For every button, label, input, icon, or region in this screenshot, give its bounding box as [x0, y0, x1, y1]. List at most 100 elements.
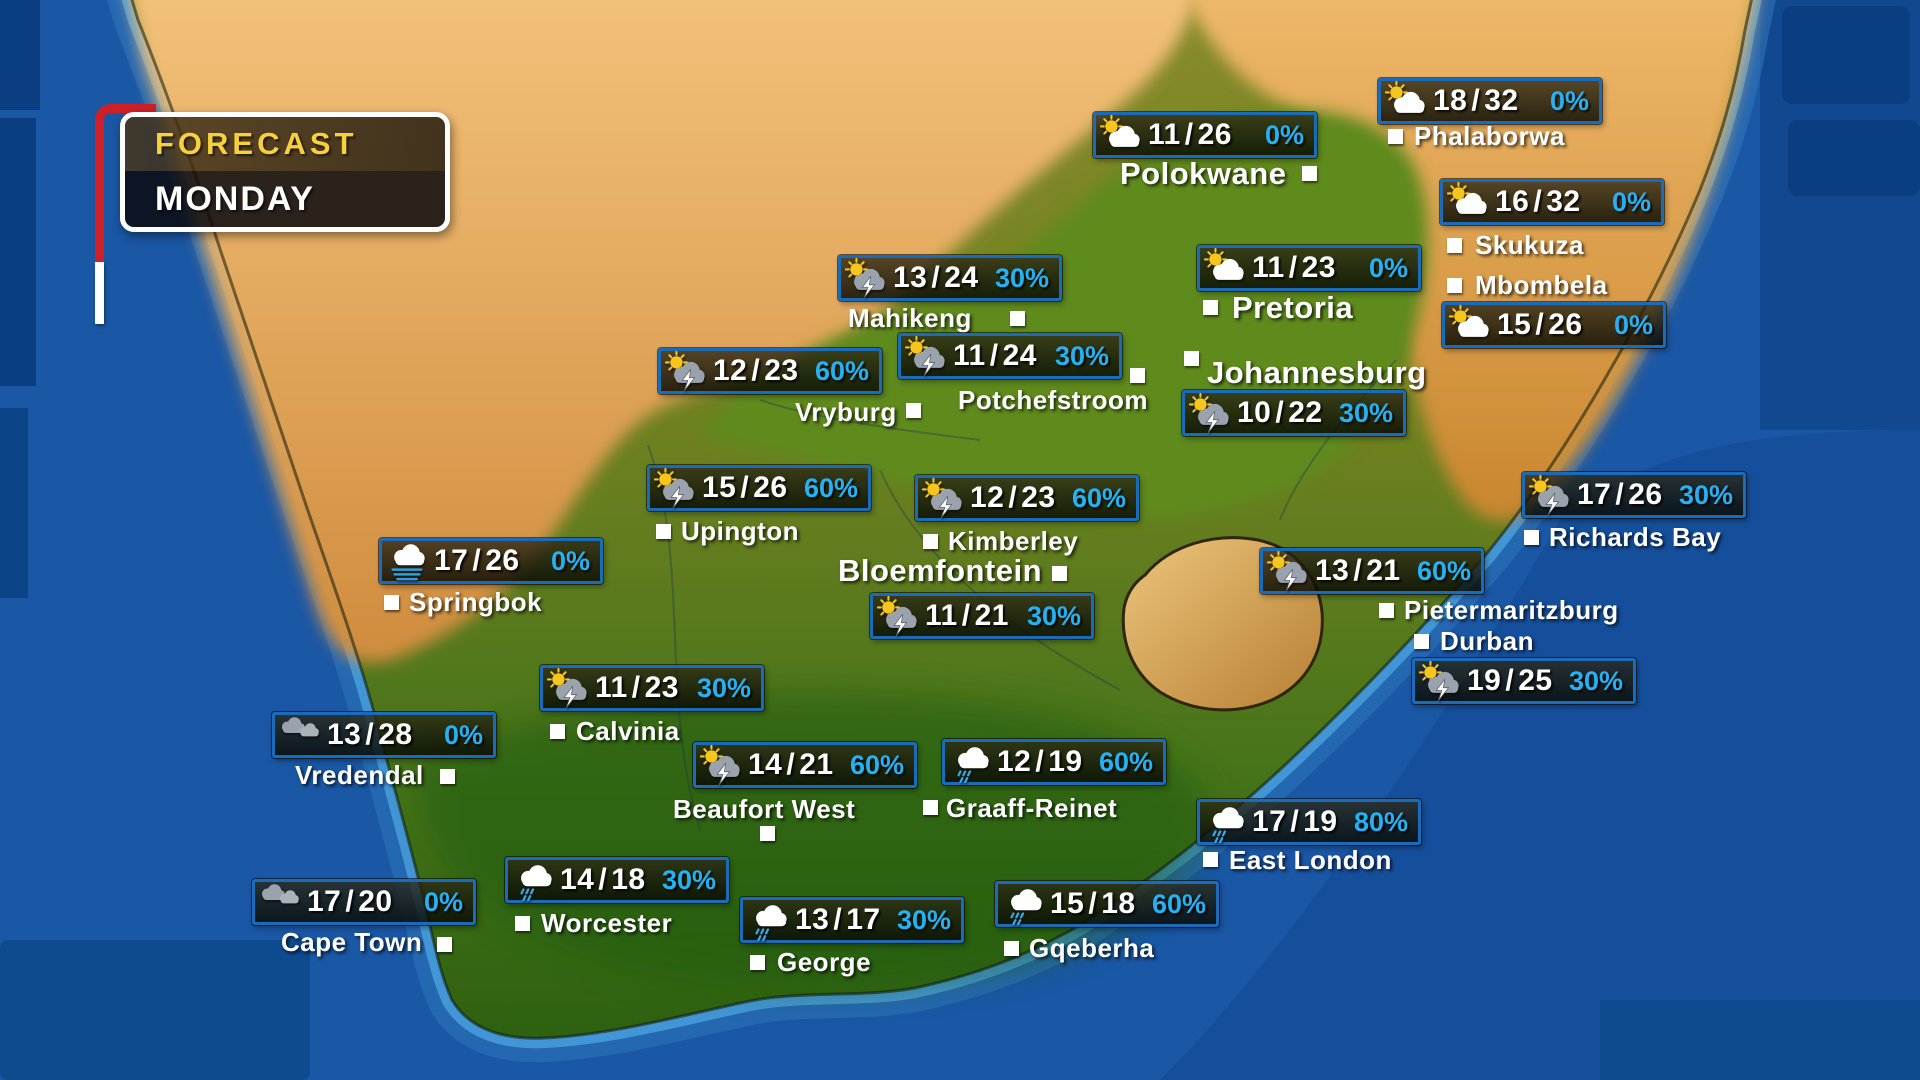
weather-badge: 11/23 30%: [540, 665, 764, 711]
city-marker: [656, 524, 671, 539]
weather-badge: 13/24 30%: [838, 255, 1062, 301]
precip-chance: 30%: [896, 904, 951, 935]
weather-badge: 14/18 30%: [505, 857, 729, 903]
precip-chance: 60%: [849, 749, 904, 780]
city-marker: [1203, 852, 1218, 867]
temp-range: 13/24: [893, 261, 979, 294]
partly-cloudy-icon: [1446, 181, 1490, 223]
temp-range: 19/25: [1467, 664, 1553, 697]
precip-chance: 0%: [1611, 186, 1651, 217]
city-marker: [1302, 166, 1317, 181]
precip-chance: 80%: [1353, 806, 1408, 837]
precip-chance: 0%: [1613, 309, 1653, 340]
thunder-icon: [664, 350, 708, 392]
precip-chance: 30%: [1568, 665, 1623, 696]
partly-cloudy-icon: [1384, 80, 1428, 122]
temp-range: 13/17: [795, 903, 881, 936]
city-label-pietermaritzburg: Pietermaritzburg: [1404, 595, 1619, 625]
weather-badge: 14/21 60%: [693, 742, 917, 788]
precip-chance: 30%: [1054, 340, 1109, 371]
forecast-day-row: MONDAY: [125, 171, 445, 227]
partly-cloudy-icon: [1099, 114, 1143, 156]
city-marker: [440, 769, 455, 784]
rain-icon: [1203, 801, 1247, 843]
temp-range: 17/26: [434, 544, 520, 577]
city-label-pretoria: Pretoria: [1232, 290, 1354, 325]
precip-chance: 0%: [1264, 119, 1304, 150]
city-marker: [1447, 238, 1462, 253]
temp-range: 13/21: [1315, 554, 1401, 587]
city-marker: [1379, 603, 1394, 618]
weather-badge: 17/20 0%: [252, 879, 476, 925]
temp-range: 17/20: [307, 885, 393, 918]
temp-range: 17/26: [1577, 478, 1663, 511]
weather-badge: 11/21 30%: [870, 593, 1094, 639]
weather-badge: 17/26 30%: [1522, 472, 1746, 518]
precip-chance: 0%: [423, 886, 463, 917]
forecast-frame: FORECAST MONDAY: [120, 112, 450, 232]
precip-chance: 0%: [443, 719, 483, 750]
temp-range: 10/22: [1237, 396, 1323, 429]
partly-cloudy-icon: [1203, 247, 1247, 289]
weather-badge: 11/26 0%: [1093, 112, 1317, 158]
temp-range: 15/18: [1050, 887, 1136, 920]
white-accent-tick: [95, 262, 104, 324]
city-label-kimberley: Kimberley: [948, 526, 1079, 556]
temp-range: 11/24: [953, 339, 1037, 372]
city-label-gqeberha: Gqeberha: [1029, 933, 1155, 963]
weather-badge: 11/23 0%: [1197, 245, 1421, 291]
cloudy-icon: [258, 881, 302, 923]
fog-icon: [385, 540, 429, 582]
precip-chance: 60%: [1071, 482, 1126, 513]
city-label-springbok: Springbok: [409, 587, 543, 617]
temp-range: 15/26: [702, 471, 788, 504]
city-label-bloemfontein: Bloemfontein: [838, 553, 1043, 588]
temp-range: 12/23: [970, 481, 1056, 514]
temp-range: 14/21: [748, 748, 834, 781]
temp-range: 11/26: [1148, 118, 1232, 151]
thunder-icon: [546, 667, 590, 709]
rain-icon: [746, 899, 790, 941]
thunder-icon: [1528, 474, 1572, 516]
cloudy-icon: [278, 714, 322, 756]
thunder-icon: [1188, 392, 1232, 434]
city-marker: [515, 916, 530, 931]
weather-badge: 13/21 60%: [1260, 548, 1484, 594]
precip-chance: 30%: [661, 864, 716, 895]
city-marker: [1414, 634, 1429, 649]
city-label-worcester: Worcester: [541, 908, 673, 938]
thunder-icon: [1418, 660, 1462, 702]
weather-badge: 17/26 0%: [379, 538, 603, 584]
city-marker: [923, 800, 938, 815]
temp-range: 13/28: [327, 718, 413, 751]
weather-badge: 15/26 60%: [647, 465, 871, 511]
thunder-icon: [904, 335, 948, 377]
temp-range: 16/32: [1495, 185, 1581, 218]
red-accent-bracket: [95, 104, 156, 271]
weather-badge: 18/32 0%: [1378, 78, 1602, 124]
weather-badge: 19/25 30%: [1412, 658, 1636, 704]
temp-range: 11/23: [1252, 251, 1336, 284]
thunder-icon: [1266, 550, 1310, 592]
city-marker: [1388, 129, 1403, 144]
city-marker: [437, 937, 452, 952]
city-label-vredendal: Vredendal: [295, 760, 424, 790]
weather-badge: 10/22 30%: [1182, 390, 1406, 436]
coast-outline: [130, 0, 1753, 1040]
temp-range: 12/19: [997, 745, 1083, 778]
temp-range: 11/21: [925, 599, 1009, 632]
city-label-phalaborwa: Phalaborwa: [1414, 121, 1565, 151]
precip-chance: 60%: [803, 472, 858, 503]
weather-badge: 11/24 30%: [898, 333, 1122, 379]
weather-badge: 12/19 60%: [942, 739, 1166, 785]
ocean-deep-region: [1160, 430, 1920, 1080]
city-label-johannesburg: Johannesburg: [1207, 355, 1427, 390]
thunder-icon: [699, 744, 743, 786]
precip-chance: 60%: [1098, 746, 1153, 777]
city-marker: [760, 826, 775, 841]
weather-badge: 16/32 0%: [1440, 179, 1664, 225]
city-marker: [923, 534, 938, 549]
temp-range: 11/23: [595, 671, 679, 704]
